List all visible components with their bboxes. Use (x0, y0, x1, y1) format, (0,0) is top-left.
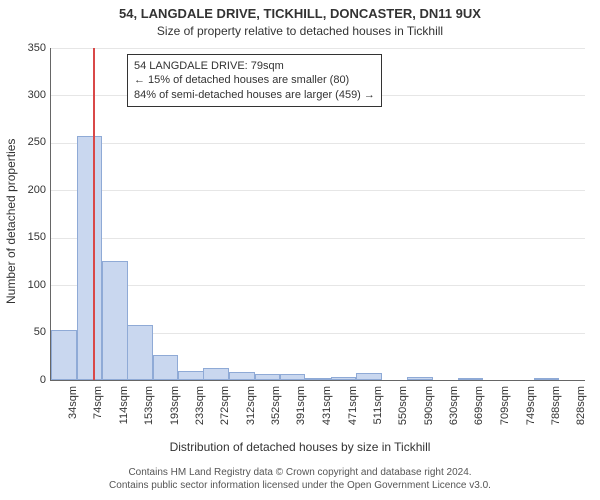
y-tick-label: 200 (12, 184, 46, 196)
histogram-bar (280, 374, 306, 380)
histogram-bar (229, 372, 255, 380)
x-axis-label: Distribution of detached houses by size … (0, 440, 600, 454)
histogram-bar (356, 373, 382, 380)
chart-subtitle: Size of property relative to detached ho… (0, 24, 600, 38)
annotation-line: ← 15% of detached houses are smaller (80… (134, 73, 375, 87)
histogram-bar (127, 325, 153, 380)
chart-title: 54, LANGDALE DRIVE, TICKHILL, DONCASTER,… (0, 6, 600, 21)
x-tick-label: 431sqm (321, 386, 333, 436)
histogram-bar (407, 377, 433, 380)
y-tick-label: 100 (12, 279, 46, 291)
x-tick-label: 669sqm (473, 386, 485, 436)
histogram-bar (51, 330, 77, 380)
x-tick-label: 193sqm (169, 386, 181, 436)
property-marker-line (93, 48, 95, 380)
footer-line-1: Contains HM Land Registry data © Crown c… (0, 467, 600, 480)
histogram-bar (203, 368, 229, 380)
footer-line-2: Contains public sector information licen… (0, 480, 600, 493)
annotation-box: 54 LANGDALE DRIVE: 79sqm← 15% of detache… (127, 54, 382, 107)
x-tick-label: 272sqm (219, 386, 231, 436)
histogram-bar (534, 378, 560, 380)
histogram-bar (255, 374, 281, 380)
x-tick-label: 511sqm (372, 386, 384, 436)
x-tick-label: 630sqm (448, 386, 460, 436)
histogram-bar (77, 136, 103, 380)
y-tick-label: 0 (12, 374, 46, 386)
annotation-line: 54 LANGDALE DRIVE: 79sqm (134, 59, 375, 73)
histogram-bar (331, 377, 357, 380)
y-tick-label: 50 (12, 326, 46, 338)
gridline (51, 238, 585, 239)
histogram-bar (305, 378, 331, 380)
y-tick-label: 350 (12, 42, 46, 54)
gridline (51, 190, 585, 191)
plot-area: 54 LANGDALE DRIVE: 79sqm← 15% of detache… (50, 48, 585, 381)
x-tick-label: 709sqm (499, 386, 511, 436)
histogram-chart: 54, LANGDALE DRIVE, TICKHILL, DONCASTER,… (0, 0, 600, 500)
gridline (51, 48, 585, 49)
x-tick-label: 153sqm (143, 386, 155, 436)
gridline (51, 143, 585, 144)
histogram-bar (178, 371, 204, 380)
chart-footer: Contains HM Land Registry data © Crown c… (0, 467, 600, 492)
gridline (51, 285, 585, 286)
y-tick-label: 150 (12, 231, 46, 243)
x-tick-label: 352sqm (270, 386, 282, 436)
x-tick-label: 391sqm (295, 386, 307, 436)
x-tick-label: 74sqm (92, 386, 104, 436)
x-tick-label: 788sqm (550, 386, 562, 436)
annotation-line: 84% of semi-detached houses are larger (… (134, 88, 375, 102)
histogram-bar (153, 355, 179, 380)
histogram-bar (102, 261, 128, 380)
y-tick-label: 300 (12, 89, 46, 101)
histogram-bar (458, 378, 484, 380)
y-tick-label: 250 (12, 136, 46, 148)
x-tick-label: 550sqm (397, 386, 409, 436)
x-tick-label: 828sqm (575, 386, 587, 436)
x-tick-label: 114sqm (118, 386, 130, 436)
x-tick-label: 312sqm (245, 386, 257, 436)
x-tick-label: 590sqm (423, 386, 435, 436)
x-tick-label: 749sqm (525, 386, 537, 436)
x-tick-label: 233sqm (194, 386, 206, 436)
x-tick-label: 34sqm (67, 386, 79, 436)
x-tick-label: 471sqm (347, 386, 359, 436)
